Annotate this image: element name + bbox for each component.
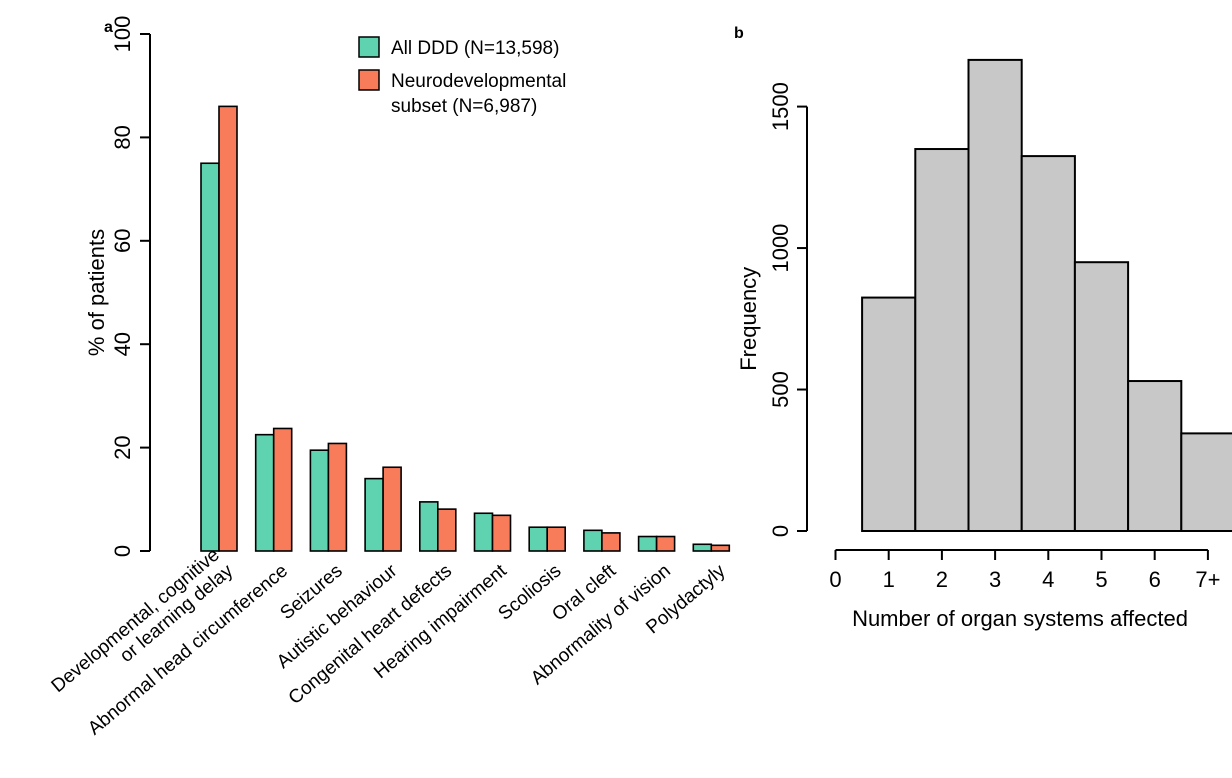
bar-all-ddd <box>309 449 330 552</box>
bar-all-ddd <box>254 433 275 552</box>
panel-a-y-tick-label: 100 <box>110 16 135 53</box>
bar-all-ddd <box>418 501 439 552</box>
bar-neurodevelopmental <box>272 427 293 552</box>
histogram-bar <box>914 148 970 532</box>
panel-b-label: b <box>734 25 744 42</box>
panel-b-y-tick-label: 1500 <box>768 82 793 131</box>
bar-all-ddd <box>364 477 384 552</box>
panel-b-x-tick-label: 7+ <box>1195 567 1220 592</box>
panel-b-y-tick-label: 1000 <box>768 224 793 273</box>
bar-neurodevelopmental <box>710 544 731 552</box>
bar-neurodevelopmental <box>546 526 567 552</box>
legend-swatch-all-ddd <box>358 36 380 58</box>
histogram-bar <box>861 296 917 532</box>
panel-b-x-tick-label: 0 <box>829 567 841 592</box>
panel-a-y-axis-title: % of patients <box>84 229 109 356</box>
histogram-bar <box>1073 261 1130 532</box>
legend-swatch-neurodevelopmental <box>358 69 380 91</box>
panel-b-x-tick-label: 2 <box>936 567 948 592</box>
panel-b-y-axis-title: Frequency <box>736 267 761 371</box>
bar-all-ddd <box>473 512 494 552</box>
panel-a-y-tick-label: 60 <box>110 229 135 253</box>
panel-b-x-tick-label: 1 <box>883 567 895 592</box>
panel-b-x-tick-label: 6 <box>1149 567 1161 592</box>
panel-b-x-tick-label: 5 <box>1095 567 1107 592</box>
panel-b-x-tick-label: 3 <box>989 567 1001 592</box>
panel-b-histogram: 0 500 1000 1500 Frequency 0 1 2 3 4 5 6 7+ Number of … <box>736 58 1232 631</box>
bar-neurodevelopmental <box>218 105 238 552</box>
legend-label-all-ddd: All DDD (N=13,598) <box>391 38 559 59</box>
bar-all-ddd <box>637 535 658 552</box>
bar-neurodevelopmental <box>382 466 402 552</box>
panel-b-y-tick-label: 0 <box>768 525 793 537</box>
panel-a-y-tick-label: 80 <box>110 125 135 149</box>
bar-neurodevelopmental <box>655 535 676 552</box>
bar-neurodevelopmental <box>601 532 621 552</box>
histogram-bar <box>1127 380 1183 532</box>
bar-neurodevelopmental <box>436 508 457 552</box>
bar-neurodevelopmental <box>491 514 512 552</box>
panel-a-legend: All DDD (N=13,598) Neurodevelopmental subs… <box>358 36 566 117</box>
legend-label-neurodevelopmental: Neurodevelopmental subset (N=6,987) <box>391 71 566 117</box>
panel-a-y-tick-label: 0 <box>110 545 135 557</box>
bar-all-ddd <box>692 543 713 552</box>
panel-b-y-tick-label: 500 <box>768 371 793 408</box>
panel-b-x-axis-title: Number of organ systems affected <box>852 606 1188 631</box>
histogram-bar <box>1180 432 1232 532</box>
bar-all-ddd <box>528 526 549 552</box>
bar-neurodevelopmental <box>327 442 348 552</box>
bar-all-ddd <box>583 529 603 552</box>
histogram-bar <box>967 58 1023 532</box>
panel-a-label: a <box>104 19 113 36</box>
histogram-bar <box>1020 155 1076 532</box>
panel-a-y-tick-label: 20 <box>110 435 135 459</box>
bar-all-ddd <box>200 162 220 552</box>
panel-a-y-tick-label: 40 <box>110 332 135 356</box>
panel-b-x-tick-label: 4 <box>1042 567 1054 592</box>
